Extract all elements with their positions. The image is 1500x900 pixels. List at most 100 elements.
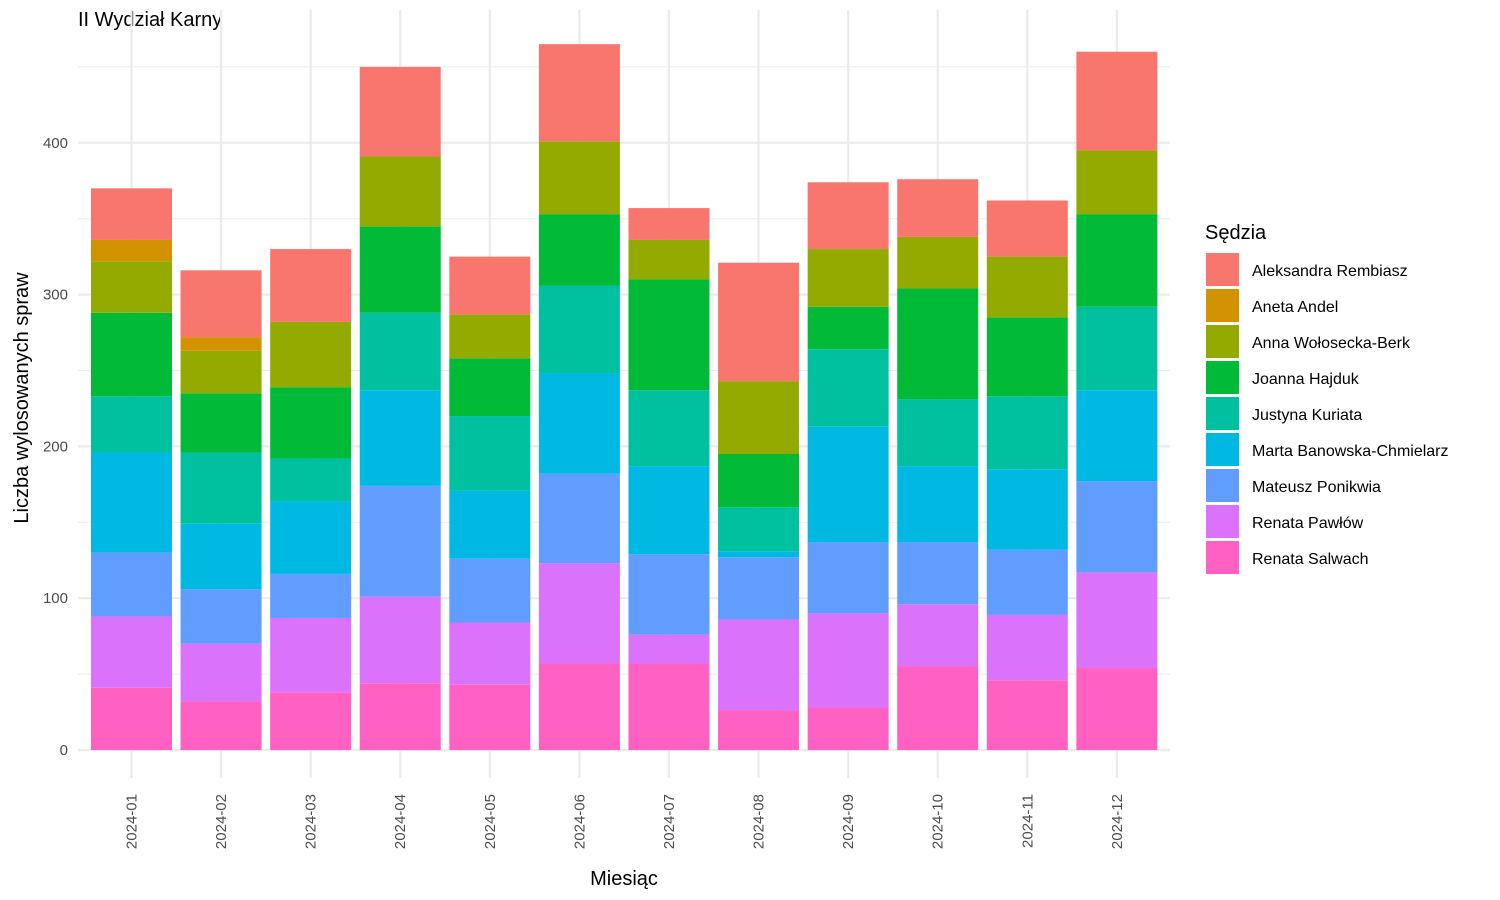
bar-segment — [180, 523, 262, 590]
legend-swatch — [1206, 253, 1239, 286]
bar-segment — [91, 687, 172, 750]
bar-segment — [718, 557, 800, 620]
bar-segment — [538, 214, 620, 286]
bar-segment — [449, 416, 531, 491]
bar-segment — [270, 501, 352, 574]
bar-segment — [359, 683, 441, 750]
bar-segment — [718, 619, 800, 711]
bar-segment — [359, 312, 441, 391]
bar-segment — [180, 701, 262, 750]
bar-segment — [359, 226, 441, 313]
legend-swatch — [1206, 289, 1239, 322]
x-tick-label: 2024-02 — [213, 794, 230, 849]
x-tick-label: 2024-07 — [661, 794, 678, 849]
bar-segment — [897, 466, 979, 543]
bar-segment — [986, 680, 1068, 750]
bar-segment — [628, 466, 710, 555]
bar-segment — [359, 66, 441, 157]
bar-segment — [718, 453, 800, 508]
legend-label: Renata Pawłów — [1252, 515, 1364, 532]
bar-segment — [180, 270, 262, 338]
legend-swatch — [1206, 325, 1239, 358]
bar-segment — [897, 399, 979, 467]
y-axis-ticks: 0 100 200 300 400 — [43, 135, 68, 759]
bar-segment — [91, 396, 172, 453]
bar-segment — [628, 279, 710, 391]
legend-label: Aneta Andel — [1252, 299, 1338, 316]
bar-segment — [897, 666, 979, 750]
bar-segment — [1076, 572, 1158, 669]
legend-swatch — [1206, 361, 1239, 394]
bar-segment — [628, 390, 710, 467]
bar-segment — [270, 321, 352, 388]
bar-segment — [91, 452, 172, 553]
bar-segment — [270, 387, 352, 459]
bar-segment — [1076, 390, 1158, 482]
x-tick-label: 2024-05 — [482, 794, 499, 849]
bar-segment — [718, 551, 800, 558]
bar-segment — [359, 596, 441, 684]
bar-segment — [1076, 150, 1158, 215]
bar-segment — [897, 542, 979, 605]
y-tick-label: 0 — [60, 742, 68, 759]
bar-segment — [986, 549, 1068, 615]
bar-segment — [986, 317, 1068, 397]
bar-segment — [538, 663, 620, 750]
x-tick-label: 2024-11 — [1019, 794, 1036, 848]
bar-segment — [1076, 214, 1158, 307]
bar-segment — [359, 390, 441, 486]
legend-swatch — [1206, 433, 1239, 466]
bar-segment — [449, 558, 531, 623]
bar-segment — [180, 589, 262, 644]
bar-segment — [91, 239, 172, 262]
bar-segment — [628, 208, 710, 240]
bar-segment — [270, 692, 352, 750]
bar-segment — [91, 552, 172, 617]
x-tick-label: 2024-10 — [930, 794, 947, 849]
x-tick-label: 2024-01 — [124, 794, 141, 849]
bar-segment — [718, 710, 800, 750]
bar-segment — [628, 239, 710, 280]
bar-segment — [449, 358, 531, 417]
legend-label: Renata Salwach — [1252, 551, 1369, 568]
legend-swatch — [1206, 469, 1239, 502]
bar-segment — [180, 393, 262, 453]
bar-segment — [718, 381, 800, 454]
bar-segment — [359, 156, 441, 227]
x-tick-label: 2024-04 — [392, 794, 409, 849]
x-axis-ticks: 2024-01 2024-02 2024-03 2024-04 2024-05 2024-… — [124, 794, 1126, 849]
chart-title: II Wydział Karny — [78, 9, 222, 31]
bar-segment — [270, 617, 352, 693]
bar-segment — [807, 613, 889, 708]
legend-swatch — [1206, 505, 1239, 538]
bar-segment — [449, 490, 531, 559]
bar-segment — [270, 249, 352, 322]
bar-segment — [449, 256, 531, 315]
legend-label: Mateusz Ponikwia — [1252, 479, 1381, 496]
x-axis-title: Miesiąc — [590, 868, 658, 890]
bar-segment — [449, 622, 531, 685]
bar-segment — [538, 373, 620, 474]
bar-segment — [628, 663, 710, 750]
legend-swatch — [1206, 541, 1239, 574]
legend-label: Anna Wołosecka-Berk — [1252, 335, 1411, 352]
y-axis-title: Liczba wylosowanych spraw — [11, 272, 33, 524]
bar-segment — [1076, 481, 1158, 573]
legend-label: Joanna Hajduk — [1252, 371, 1360, 388]
bar-segment — [897, 288, 979, 400]
bar-segment — [807, 542, 889, 614]
x-tick-label: 2024-08 — [751, 794, 768, 849]
bar-segment — [807, 249, 889, 307]
bar-segment — [897, 604, 979, 667]
bar-segment — [897, 236, 979, 289]
bar-segment — [1076, 668, 1158, 750]
bar-segment — [91, 261, 172, 313]
bar-segment — [359, 485, 441, 597]
y-tick-label: 400 — [43, 135, 68, 152]
bar-segment — [270, 573, 352, 618]
legend-title: Sędzia — [1205, 222, 1267, 244]
y-tick-label: 300 — [43, 287, 68, 304]
bar-segment — [91, 312, 172, 397]
bar-segment — [91, 616, 172, 688]
